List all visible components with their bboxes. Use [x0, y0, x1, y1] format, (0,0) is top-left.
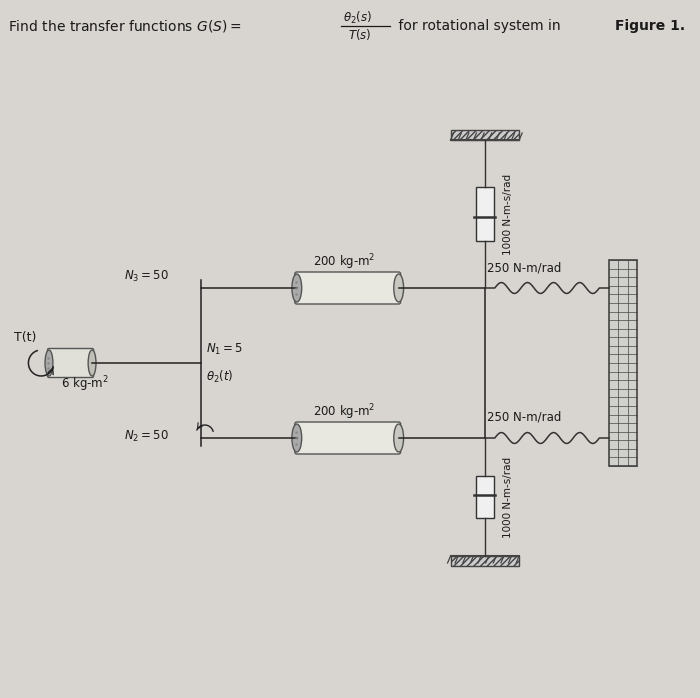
Ellipse shape: [292, 424, 302, 452]
Text: 1000 N-m-s/rad: 1000 N-m-s/rad: [503, 456, 512, 537]
Text: $N_2 = 50$: $N_2 = 50$: [125, 429, 169, 444]
Ellipse shape: [88, 350, 96, 376]
Text: for rotational system in: for rotational system in: [394, 19, 565, 33]
Text: Figure 1.: Figure 1.: [615, 19, 685, 33]
Text: $T(s)$: $T(s)$: [348, 27, 371, 43]
FancyBboxPatch shape: [295, 422, 400, 454]
Bar: [609, 260, 637, 466]
Ellipse shape: [394, 424, 404, 452]
Bar: [451, 130, 519, 140]
Text: 1000 N-m-s/rad: 1000 N-m-s/rad: [503, 173, 512, 255]
Bar: [476, 476, 494, 518]
Text: 200 kg-m$^2$: 200 kg-m$^2$: [314, 402, 376, 422]
Text: 250 N-m/rad: 250 N-m/rad: [486, 411, 561, 424]
Text: 200 kg-m$^2$: 200 kg-m$^2$: [314, 252, 376, 272]
Text: Find the transfer functions $G(S) = $: Find the transfer functions $G(S) = $: [8, 18, 241, 34]
Text: 6 kg-m$^2$: 6 kg-m$^2$: [61, 374, 108, 394]
Text: $N_3 = 50$: $N_3 = 50$: [125, 269, 169, 284]
Text: 250 N-m/rad: 250 N-m/rad: [486, 261, 561, 274]
FancyBboxPatch shape: [295, 272, 400, 304]
Text: T(t): T(t): [14, 331, 36, 344]
Ellipse shape: [45, 350, 53, 376]
Bar: [451, 556, 519, 566]
Ellipse shape: [292, 274, 302, 302]
Text: $N_1 = 5$: $N_1 = 5$: [206, 342, 243, 357]
Text: $\theta_2(t)$: $\theta_2(t)$: [206, 369, 233, 385]
Bar: [476, 187, 494, 241]
Text: $\theta_2(s)$: $\theta_2(s)$: [343, 10, 372, 26]
Ellipse shape: [394, 274, 404, 302]
FancyBboxPatch shape: [48, 348, 94, 378]
